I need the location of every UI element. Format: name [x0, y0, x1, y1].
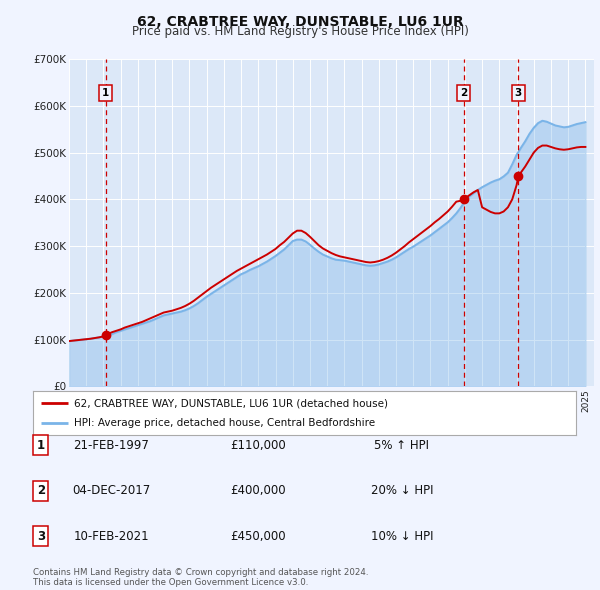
Text: £450,000: £450,000	[230, 530, 286, 543]
Text: Price paid vs. HM Land Registry's House Price Index (HPI): Price paid vs. HM Land Registry's House …	[131, 25, 469, 38]
Text: Contains HM Land Registry data © Crown copyright and database right 2024.
This d: Contains HM Land Registry data © Crown c…	[33, 568, 368, 587]
Text: 2: 2	[460, 88, 467, 99]
Text: 1: 1	[37, 439, 45, 452]
Text: 3: 3	[515, 88, 522, 99]
Text: 10% ↓ HPI: 10% ↓ HPI	[371, 530, 433, 543]
Text: £110,000: £110,000	[230, 439, 286, 452]
Text: 20% ↓ HPI: 20% ↓ HPI	[371, 484, 433, 497]
Text: 62, CRABTREE WAY, DUNSTABLE, LU6 1UR (detached house): 62, CRABTREE WAY, DUNSTABLE, LU6 1UR (de…	[74, 398, 388, 408]
Text: HPI: Average price, detached house, Central Bedfordshire: HPI: Average price, detached house, Cent…	[74, 418, 375, 428]
Text: 04-DEC-2017: 04-DEC-2017	[72, 484, 150, 497]
Text: 2: 2	[37, 484, 45, 497]
Text: 3: 3	[37, 530, 45, 543]
Text: 62, CRABTREE WAY, DUNSTABLE, LU6 1UR: 62, CRABTREE WAY, DUNSTABLE, LU6 1UR	[137, 15, 463, 29]
Text: £400,000: £400,000	[230, 484, 286, 497]
Text: 21-FEB-1997: 21-FEB-1997	[73, 439, 149, 452]
Text: 5% ↑ HPI: 5% ↑ HPI	[374, 439, 430, 452]
Text: 1: 1	[102, 88, 109, 99]
Text: 10-FEB-2021: 10-FEB-2021	[73, 530, 149, 543]
